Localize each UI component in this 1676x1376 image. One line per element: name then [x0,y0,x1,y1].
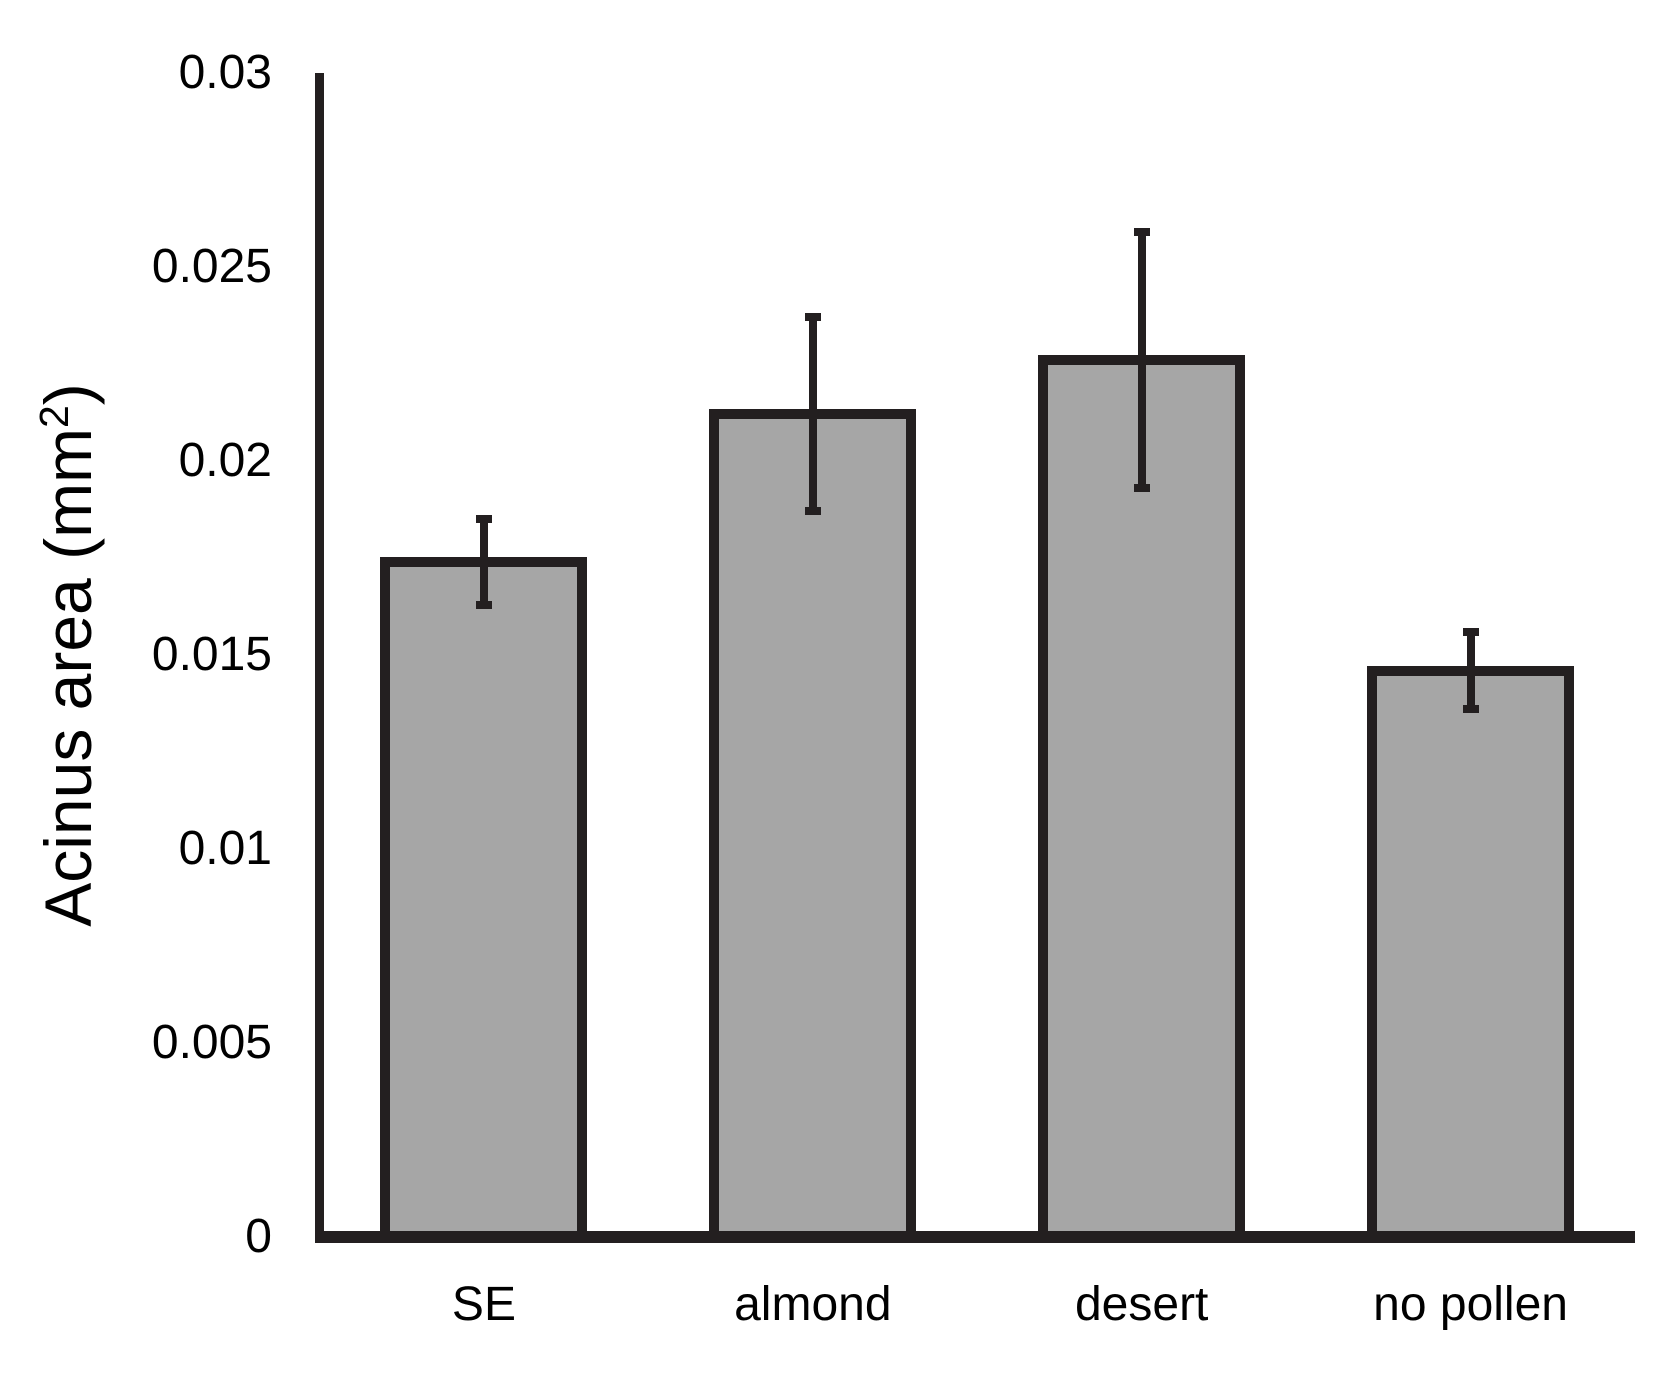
y-axis-title-text: Acinus area (mm [31,427,105,927]
error-bar-top-cap [804,313,821,322]
y-axis-tick-label: 0.01 [178,822,272,875]
x-category-label: desert [1074,1278,1209,1331]
y-axis-tick-label: 0 [245,1210,272,1263]
error-bar-line [1466,631,1475,710]
x-axis-line [315,1231,1635,1243]
error-bar-bottom-cap [1462,705,1479,714]
error-bar-line [1137,232,1146,489]
y-axis-title-close-paren: ) [31,383,105,406]
bar [1367,665,1575,1243]
error-bar-top-cap [475,515,492,524]
y-axis-tick-label: 0.025 [151,240,272,293]
x-category-label: almond [734,1278,892,1331]
y-axis-tick-label: 0.005 [151,1016,272,1069]
x-category-label: no pollen [1373,1278,1568,1331]
error-bar-bottom-cap [1133,484,1150,493]
bar [380,556,588,1243]
error-bar-line [479,519,488,605]
error-bar-bottom-cap [804,507,821,516]
y-axis-tick-label: 0.015 [151,628,272,681]
x-category-label: SE [451,1278,516,1331]
y-axis-title-superscript: 2 [31,405,77,428]
error-bar-top-cap [1133,228,1150,237]
y-axis-line [315,73,324,1243]
error-bar-line [808,317,817,512]
y-axis-tick-label: 0.02 [178,434,272,487]
error-bar-top-cap [1462,627,1479,636]
y-axis-title: Acinus area (mm2) [31,383,105,927]
y-axis-tick-label: 0.03 [178,46,272,99]
error-bar-bottom-cap [475,600,492,609]
bar [709,409,917,1243]
